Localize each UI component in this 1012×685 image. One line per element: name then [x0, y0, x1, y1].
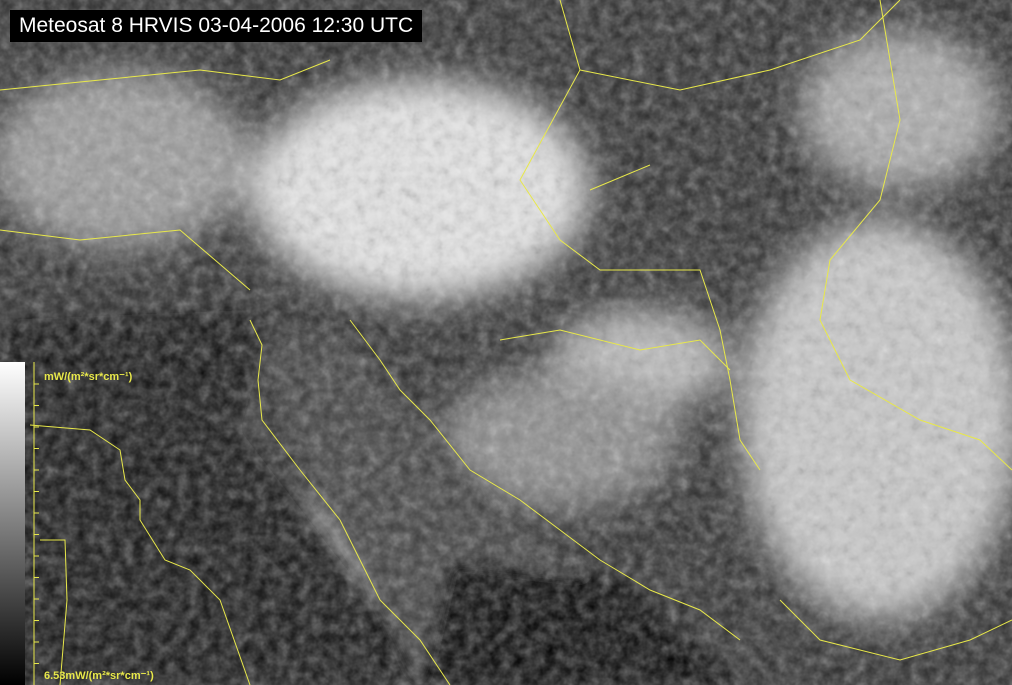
grayscale-colorbar [0, 362, 25, 685]
country-border [819, 0, 1012, 471]
country-border [579, 0, 901, 91]
country-border [499, 329, 731, 371]
colorbar-top-label: mW/(m²*sr*cm⁻¹) [44, 371, 133, 383]
country-border [519, 0, 761, 471]
italy-west-coastline [29, 424, 251, 685]
balkan-coastline [349, 319, 741, 641]
lake-outline [589, 164, 651, 191]
corsica-coastline [40, 539, 68, 685]
country-border [779, 599, 1012, 661]
image-title: Meteosat 8 HRVIS 03-04-2006 12:30 UTC [10, 10, 423, 42]
country-border [0, 59, 331, 91]
colorbar-ticks [33, 362, 39, 685]
italy-east-coastline [249, 319, 451, 685]
country-border [0, 229, 251, 291]
colorbar-bottom-label: 6.53mW/(m²*sr*cm⁻¹) [44, 670, 154, 682]
